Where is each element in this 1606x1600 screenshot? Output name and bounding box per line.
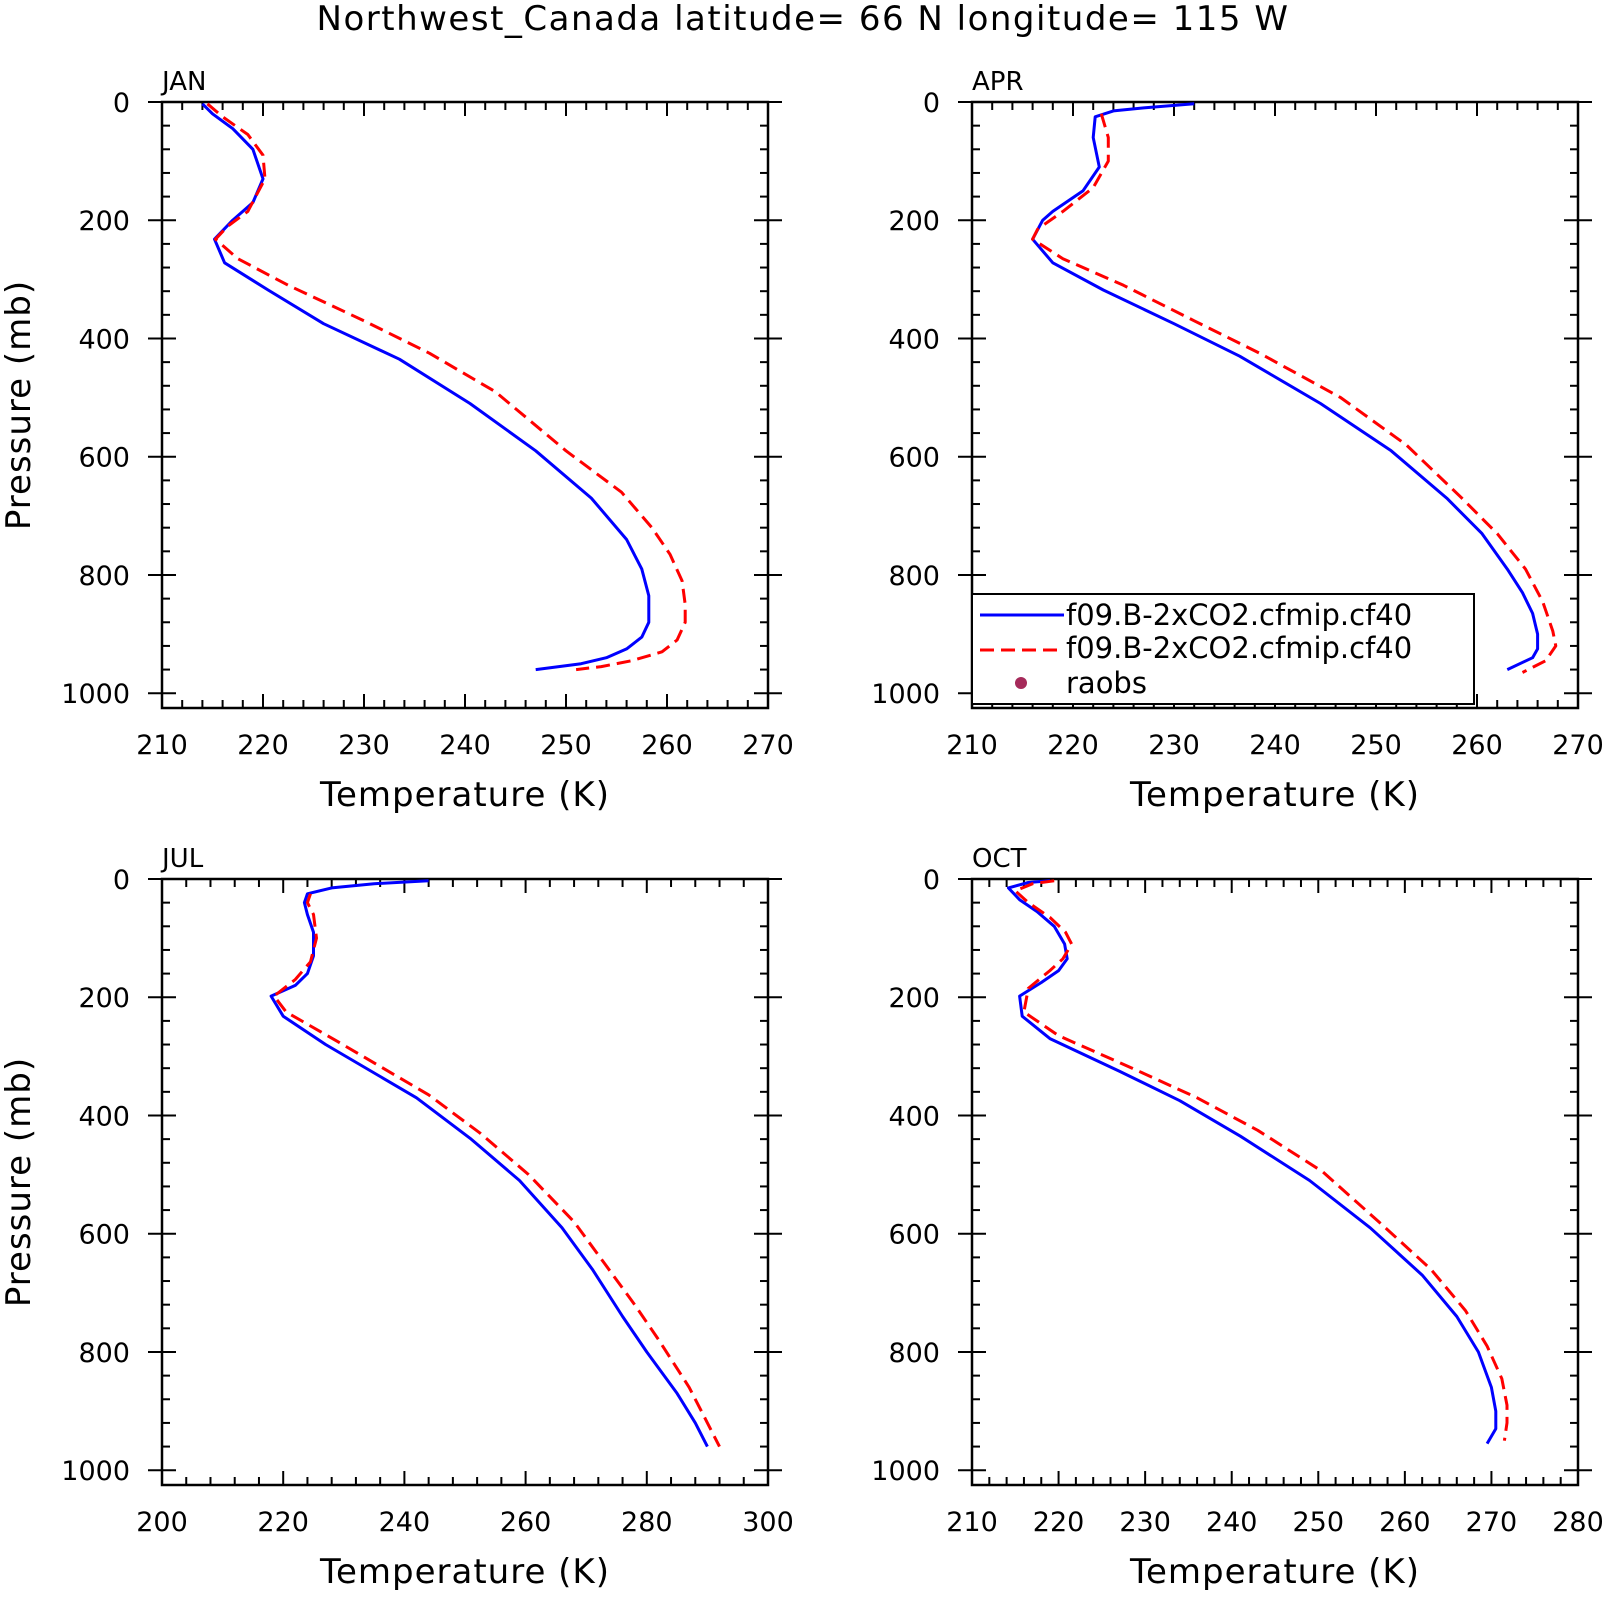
y-tick-label: 800 xyxy=(78,1338,130,1369)
x-tick-label: 280 xyxy=(621,1507,673,1538)
y-tick-label: 0 xyxy=(923,865,940,896)
y-tick-label: 200 xyxy=(78,983,130,1014)
panel-label-oct: OCT xyxy=(972,844,1027,874)
x-tick-label: 250 xyxy=(1350,730,1402,761)
x-axis-title: Temperature (K) xyxy=(1129,775,1420,815)
y-tick-label: 1000 xyxy=(61,1456,130,1487)
legend: f09.B-2xCO2.cfmip.cf40 f09.B-2xCO2.cfmip… xyxy=(971,593,1475,705)
x-tick-label: 300 xyxy=(742,1507,794,1538)
series-line-solid xyxy=(201,102,651,672)
x-axis-title: Temperature (K) xyxy=(319,775,610,815)
x-tick-label: 270 xyxy=(742,730,794,761)
panel-jul: JUL 200 220 240 260 280 300 0 200 400 600 800 1000 Te… xyxy=(0,844,794,1592)
x-tick-label: 280 xyxy=(1552,1507,1604,1538)
x-tick-label: 240 xyxy=(1249,730,1301,761)
panel-label-jul: JUL xyxy=(160,844,204,874)
y-tick-label: 200 xyxy=(888,983,940,1014)
series-line-solid xyxy=(1031,102,1540,671)
x-tick-label: 270 xyxy=(1552,730,1604,761)
y-axis-title: Pressure (mb) xyxy=(0,1057,39,1307)
series-line-dashed xyxy=(206,102,687,672)
y-tick-label: 400 xyxy=(78,324,130,355)
y-tick-label: 600 xyxy=(888,1220,940,1251)
panel-jan: JAN 210 220 230 240 250 260 270 0 200 400 600 800 100… xyxy=(0,67,794,815)
plot-frame xyxy=(160,877,770,1487)
y-tick-label: 0 xyxy=(113,88,130,119)
series-line-dashed xyxy=(1031,113,1558,674)
y-tick-label: 1000 xyxy=(871,1456,940,1487)
panel-label-jan: JAN xyxy=(160,67,206,97)
y-tick-label: 400 xyxy=(888,1101,940,1132)
x-tick-label: 210 xyxy=(946,1507,998,1538)
series-line-dashed xyxy=(1013,879,1509,1441)
series-line-solid xyxy=(1006,879,1498,1445)
panel-label-apr: APR xyxy=(972,67,1024,97)
y-tick-label: 800 xyxy=(78,561,130,592)
y-tick-label: 0 xyxy=(923,88,940,119)
y-tick-label: 600 xyxy=(78,1220,130,1251)
y-tick-label: 200 xyxy=(888,206,940,237)
y-tick-label: 600 xyxy=(78,443,130,474)
x-tick-label: 260 xyxy=(641,730,693,761)
y-tick-label: 0 xyxy=(113,865,130,896)
x-tick-label: 260 xyxy=(1379,1507,1431,1538)
x-tick-label: 220 xyxy=(257,1507,309,1538)
y-tick-label: 1000 xyxy=(871,679,940,710)
x-tick-label: 210 xyxy=(136,730,188,761)
x-tick-label: 220 xyxy=(1047,730,1099,761)
series-line-solid xyxy=(269,879,709,1448)
x-tick-label: 260 xyxy=(500,1507,552,1538)
x-tick-label: 240 xyxy=(379,1507,431,1538)
y-tick-label: 400 xyxy=(888,324,940,355)
y-tick-label: 600 xyxy=(888,443,940,474)
y-tick-label: 1000 xyxy=(61,679,130,710)
x-tick-label: 240 xyxy=(439,730,491,761)
x-tick-label: 230 xyxy=(1148,730,1200,761)
x-axis-title: Temperature (K) xyxy=(1129,1552,1420,1592)
legend-label-solid: f09.B-2xCO2.cfmip.cf40 xyxy=(1066,598,1412,632)
panel-apr: APR 210 220 230 240 250 260 270 0 200 400 600 800 100… xyxy=(871,67,1603,815)
y-axis-title: Pressure (mb) xyxy=(0,280,39,530)
x-axis-title: Temperature (K) xyxy=(319,1552,610,1592)
y-tick-label: 400 xyxy=(78,1101,130,1132)
series-line-dashed xyxy=(272,893,721,1448)
x-tick-label: 230 xyxy=(338,730,390,761)
x-tick-label: 220 xyxy=(1033,1507,1085,1538)
x-tick-label: 260 xyxy=(1451,730,1503,761)
y-tick-label: 200 xyxy=(78,206,130,237)
x-tick-label: 240 xyxy=(1206,1507,1258,1538)
legend-marker-raobs xyxy=(1015,677,1027,689)
x-tick-label: 250 xyxy=(540,730,592,761)
legend-label-dashed: f09.B-2xCO2.cfmip.cf40 xyxy=(1066,631,1412,665)
legend-label-raobs: raobs xyxy=(1066,666,1147,700)
x-tick-label: 220 xyxy=(237,730,289,761)
plot-frame xyxy=(970,877,1580,1487)
x-tick-label: 270 xyxy=(1466,1507,1518,1538)
plot-frame xyxy=(160,100,770,710)
y-tick-label: 800 xyxy=(888,561,940,592)
x-tick-label: 200 xyxy=(136,1507,188,1538)
panel-oct: OCT 210 220 230 240 250 260 270 280 0 200 400 600 800… xyxy=(871,844,1603,1592)
figure-title: Northwest_Canada latitude= 66 N longitud… xyxy=(317,0,1290,39)
x-tick-label: 230 xyxy=(1119,1507,1171,1538)
x-tick-label: 250 xyxy=(1293,1507,1345,1538)
x-tick-label: 210 xyxy=(946,730,998,761)
y-tick-label: 800 xyxy=(888,1338,940,1369)
